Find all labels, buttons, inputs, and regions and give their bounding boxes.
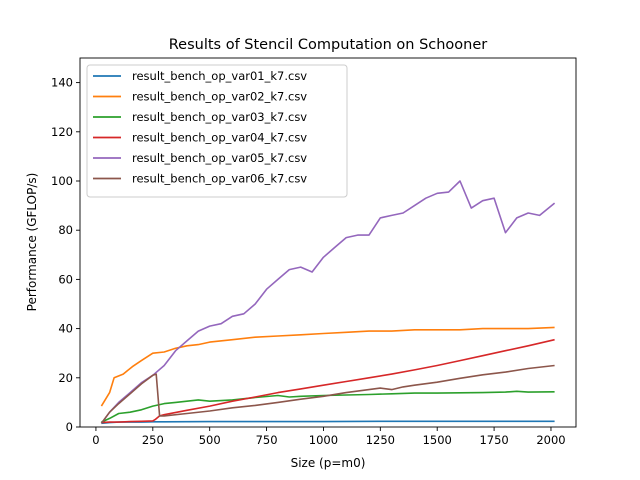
plot-frame <box>79 57 577 428</box>
chart-title: Results of Stencil Computation on Schoon… <box>169 37 488 53</box>
x-tick-label: 500 <box>199 433 221 447</box>
series-line-5 <box>100 180 556 424</box>
series-line-4 <box>101 338 555 424</box>
legend-label-6: result_bench_op_var06_k7.csv <box>132 172 307 186</box>
series-group <box>100 180 556 425</box>
y-tick-label: 140 <box>51 76 73 90</box>
series-line-2 <box>100 326 555 407</box>
legend-label-1: result_bench_op_var01_k7.csv <box>132 69 307 83</box>
legend-label-4: result_bench_op_var04_k7.csv <box>132 131 307 145</box>
series-line-3 <box>101 390 555 423</box>
series-line-6 <box>100 364 555 424</box>
x-axis-label: Size (p=m0) <box>291 456 366 470</box>
y-tick-label: 20 <box>58 371 73 385</box>
y-axis-label: Performance (GFLOP/s) <box>25 173 39 312</box>
x-tick-label: 1250 <box>366 433 395 447</box>
x-axis: 0 250 500 750 1000 1250 1500 1750 2000 <box>92 427 566 447</box>
x-tick-label: 250 <box>142 433 164 447</box>
y-axis: 0 20 40 60 80 100 120 140 <box>51 76 80 434</box>
x-tick-label: 0 <box>92 433 99 447</box>
legend-label-3: result_bench_op_var03_k7.csv <box>132 110 307 124</box>
x-tick-label: 750 <box>256 433 278 447</box>
legend-box <box>86 64 348 198</box>
x-tick-label: 1000 <box>309 433 338 447</box>
x-tick-label: 1750 <box>479 433 508 447</box>
x-tick-label: 1500 <box>423 433 452 447</box>
y-tick-label: 80 <box>58 223 73 237</box>
y-tick-label: 60 <box>58 272 73 286</box>
y-tick-label: 100 <box>51 174 73 188</box>
y-tick-label: 40 <box>58 322 73 336</box>
legend-label-2: result_bench_op_var02_k7.csv <box>132 90 307 104</box>
y-tick-label: 120 <box>51 125 73 139</box>
x-tick-label: 2000 <box>536 433 565 447</box>
legend-label-5: result_bench_op_var05_k7.csv <box>132 151 307 165</box>
legend: result_bench_op_var01_k7.csv result_bench… <box>86 64 348 198</box>
y-tick-label: 0 <box>66 420 73 434</box>
